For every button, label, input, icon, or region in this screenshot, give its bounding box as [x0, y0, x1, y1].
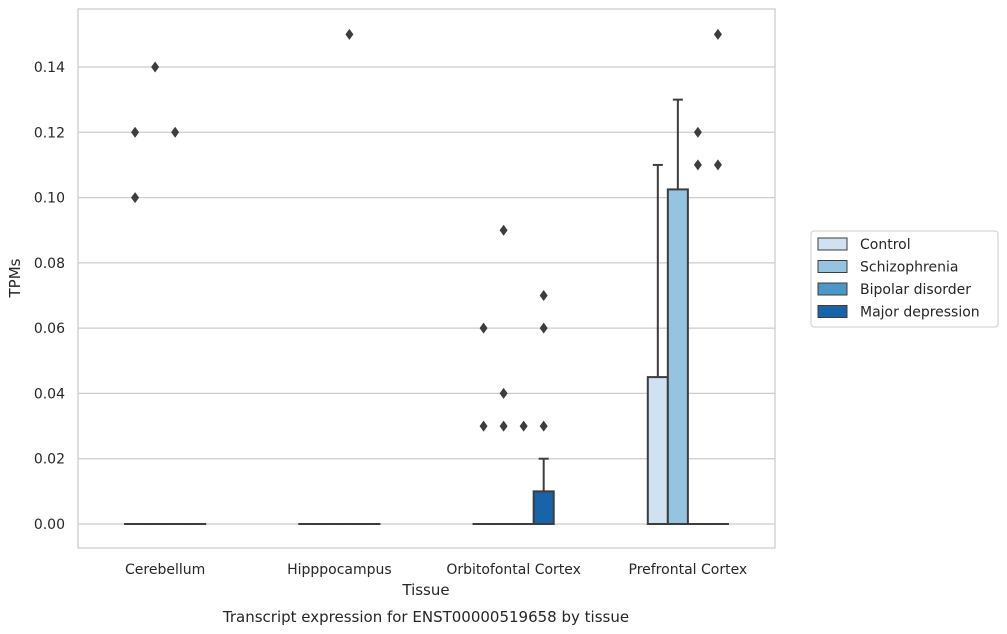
outlier-point: [151, 61, 160, 73]
legend-swatch: [817, 282, 848, 296]
series-schizophrenia: [144, 61, 689, 526]
outlier-point: [693, 159, 702, 171]
chart-caption: Transcript expression for ENST0000051965…: [222, 608, 629, 626]
legend-swatch: [817, 260, 848, 273]
x-tick-label: Orbitofontal Cortex: [446, 562, 581, 578]
legend-swatch: [817, 305, 848, 318]
legend: Control Schizophrenia Bipolar disorder Majo…: [810, 230, 999, 328]
box: [532, 490, 555, 526]
y-axis-ticks: 0.00 0.02 0.04 0.06 0.08 0.10 0.12 0.14: [34, 60, 65, 533]
outlier-point: [131, 126, 140, 138]
x-tick-label: Hipppocampus: [287, 562, 392, 578]
x-tick-label: Cerebellum: [125, 562, 205, 578]
box: [666, 188, 689, 526]
x-axis-title: Tissue: [401, 581, 449, 599]
outlier-point: [479, 322, 488, 334]
outlier-point: [539, 420, 548, 432]
series-major-depression: [184, 28, 729, 526]
legend-label: Major depression: [860, 305, 980, 321]
y-tick-label: 0.14: [34, 60, 65, 76]
y-tick-label: 0.02: [34, 452, 65, 468]
legend-label: Schizophrenia: [860, 260, 958, 276]
series-control: [124, 126, 669, 526]
outlier-point: [499, 387, 508, 399]
series-bipolar-disorder: [164, 28, 709, 526]
outlier-point: [519, 420, 528, 432]
outlier-point: [479, 420, 488, 432]
x-axis-ticks: Cerebellum Hipppocampus Orbitofontal Corte…: [125, 562, 747, 578]
y-tick-label: 0.06: [34, 321, 65, 337]
y-axis-title: TPMs: [6, 258, 24, 298]
plot-frame: [77, 8, 776, 549]
outlier-point: [539, 322, 548, 334]
outlier-point: [345, 28, 354, 40]
y-tick-label: 0.10: [34, 191, 65, 207]
grid-lines: [78, 66, 775, 525]
y-tick-label: 0.04: [34, 386, 65, 402]
outlier-point: [171, 126, 180, 138]
outlier-point: [499, 224, 508, 236]
legend-frame: [810, 230, 999, 328]
legend-label: Bipolar disorder: [860, 282, 971, 298]
boxes: [124, 28, 729, 526]
outlier-point: [713, 159, 722, 171]
outlier-point: [131, 192, 140, 204]
x-tick-label: Prefrontal Cortex: [629, 562, 748, 578]
y-tick-label: 0.00: [34, 517, 65, 533]
outlier-point: [693, 126, 702, 138]
outlier-point: [713, 28, 722, 40]
outlier-point: [499, 420, 508, 432]
y-tick-label: 0.12: [34, 125, 65, 141]
legend-label: Control: [860, 237, 911, 253]
box: [646, 376, 669, 525]
y-tick-label: 0.08: [34, 256, 65, 272]
outlier-point: [539, 290, 548, 301]
legend-swatch: [817, 237, 848, 251]
